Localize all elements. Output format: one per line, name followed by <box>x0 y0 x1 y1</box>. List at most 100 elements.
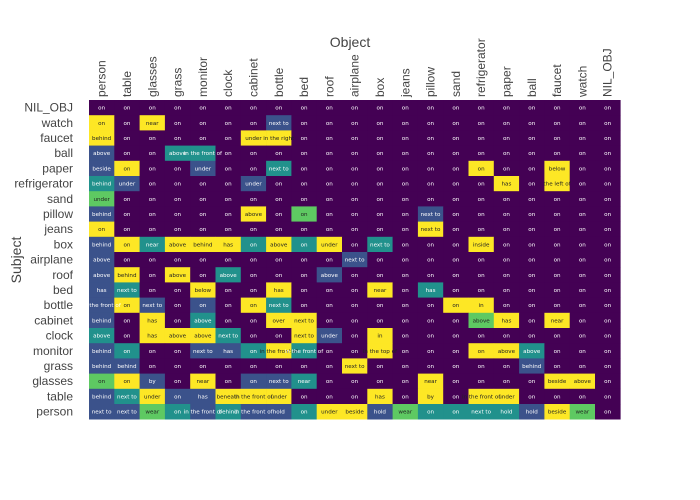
heatmap-cell <box>164 236 191 253</box>
cell-label: on <box>402 242 409 248</box>
cell-label: on <box>225 379 232 385</box>
cell-label: on <box>452 349 459 355</box>
cell-label: on <box>402 182 409 188</box>
cell-label: on <box>452 136 459 142</box>
heatmap-cell <box>519 221 545 238</box>
cell-label: on <box>554 349 561 355</box>
cell-label: on <box>199 227 206 233</box>
heatmap-cell <box>164 100 191 116</box>
cell-label: on <box>478 227 485 233</box>
heatmap-cell <box>443 176 469 192</box>
y-tick-label: glasses <box>32 374 73 388</box>
cell-label: on <box>149 227 156 233</box>
heatmap-cell <box>595 388 621 405</box>
cell-label: on <box>452 364 459 370</box>
cell-label: under <box>321 410 338 416</box>
heatmap-cell <box>443 388 469 405</box>
heatmap-cell <box>114 267 140 283</box>
x-tick-label: ball <box>525 78 539 97</box>
heatmap-cell <box>215 191 242 207</box>
heatmap-cell <box>291 328 317 344</box>
cell-label: on <box>554 136 561 142</box>
cell-label: above <box>498 349 516 355</box>
cell-label: next to <box>117 288 137 294</box>
heatmap-cell <box>443 100 469 116</box>
heatmap-cell <box>544 100 570 116</box>
heatmap-cell <box>544 160 570 177</box>
cell-label: on <box>579 288 586 294</box>
cell-label: near <box>298 379 311 385</box>
heatmap-cell <box>519 145 545 162</box>
heatmap-cell <box>266 358 292 374</box>
heatmap-cell <box>164 388 191 405</box>
heatmap-cell <box>443 160 469 177</box>
cell-label: on <box>604 318 611 324</box>
heatmap-cell <box>367 100 393 116</box>
heatmap-cell <box>493 358 520 374</box>
cell-label: on <box>402 136 409 142</box>
cell-label: on <box>604 166 611 172</box>
cell-label: under <box>119 182 136 188</box>
cell-label: on <box>199 136 206 142</box>
heatmap-cell <box>89 160 115 177</box>
cell-label: on <box>452 288 459 294</box>
heatmap-cell <box>89 312 115 329</box>
x-tick-label: box <box>373 78 387 97</box>
heatmap-cell <box>114 100 140 116</box>
heatmap-cell <box>519 358 545 374</box>
heatmap-cell <box>215 236 242 253</box>
heatmap-cell <box>215 130 242 146</box>
cell-label: has <box>97 288 107 294</box>
heatmap-cell <box>316 404 343 420</box>
heatmap-cell <box>190 404 216 420</box>
heatmap-cell <box>519 115 545 131</box>
x-tick-label: sand <box>449 71 463 97</box>
heatmap-cell <box>443 267 469 283</box>
cell-label: beside <box>548 410 567 416</box>
cell-label: on <box>402 166 409 172</box>
heatmap-cell <box>519 236 545 253</box>
heatmap-cell <box>595 236 621 253</box>
cell-label: on <box>250 197 257 203</box>
cell-label: above <box>245 212 263 218</box>
heatmap-cell <box>190 282 216 298</box>
cell-label: on <box>174 318 181 324</box>
heatmap-cell <box>392 297 419 314</box>
cell-label: on <box>149 182 156 188</box>
cell-label: over <box>273 318 286 324</box>
heatmap-cell <box>367 358 393 374</box>
heatmap-cell <box>342 297 368 314</box>
cell-label: on <box>478 364 485 370</box>
heatmap-cell <box>291 100 317 116</box>
cell-label: on <box>326 182 333 188</box>
heatmap-cell <box>342 312 368 329</box>
heatmap-cell <box>190 373 216 390</box>
cell-label: on <box>351 106 358 112</box>
cell-label: on <box>528 212 535 218</box>
heatmap-cell <box>569 130 596 146</box>
cell-label: on <box>174 303 181 309</box>
heatmap-cell <box>316 160 343 177</box>
cell-label: next to <box>269 166 289 172</box>
heatmap-cell <box>569 282 596 298</box>
heatmap-cell <box>266 267 292 283</box>
cell-label: on <box>604 303 611 309</box>
heatmap-cell <box>342 343 368 359</box>
cell-label: on <box>98 106 105 112</box>
cell-label: on <box>579 394 586 400</box>
heatmap-cell <box>342 206 368 222</box>
cell-label: in the front of <box>184 410 223 416</box>
cell-label: on <box>554 106 561 112</box>
cell-label: on <box>579 151 586 157</box>
cell-label: behind <box>92 212 112 218</box>
cell-label: on <box>528 151 535 157</box>
cell-label: on <box>376 273 383 279</box>
heatmap-cell <box>291 282 317 298</box>
cell-label: on <box>604 136 611 142</box>
heatmap-cell <box>392 221 419 238</box>
heatmap-cell <box>190 145 216 162</box>
heatmap-cell <box>114 160 140 177</box>
heatmap-cell <box>493 191 520 207</box>
heatmap-cell <box>114 236 140 253</box>
heatmap-cell <box>342 176 368 192</box>
